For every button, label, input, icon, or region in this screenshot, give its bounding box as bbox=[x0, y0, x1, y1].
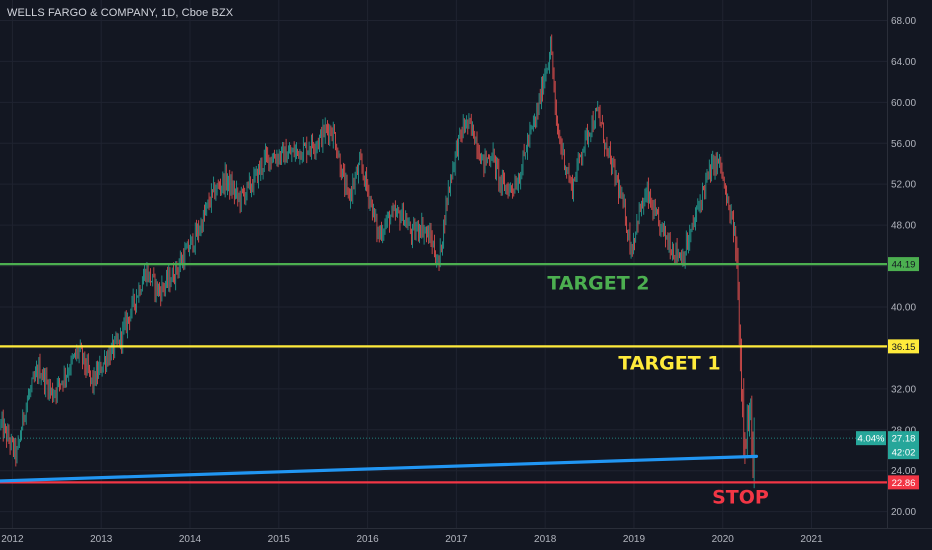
price-change-label: 4.04% bbox=[858, 434, 885, 445]
x-tick-label: 2017 bbox=[445, 534, 468, 545]
annotation-target-1: TARGET 1 bbox=[618, 352, 720, 374]
trend-line-group[interactable] bbox=[0, 454, 759, 483]
y-tick-label: 48.00 bbox=[891, 221, 916, 232]
level-badge-1 bbox=[888, 257, 919, 272]
price-axis-badges: 44.19 36.15 22.86 4.04% 27.18 42:02 bbox=[856, 257, 919, 490]
y-tick-label: 52.00 bbox=[891, 180, 916, 191]
y-tick-label: 20.00 bbox=[891, 507, 916, 518]
y-tick-label: 56.00 bbox=[891, 139, 916, 150]
price-change-badge bbox=[856, 431, 886, 446]
annotations: TARGET 2 TARGET 1 STOP bbox=[547, 273, 769, 509]
level-badge-2 bbox=[888, 339, 919, 354]
x-tick-label: 2013 bbox=[90, 534, 113, 545]
annotation-stop: STOP bbox=[712, 486, 769, 508]
y-tick-label: 68.00 bbox=[891, 16, 916, 27]
annotation-target-2: TARGET 2 bbox=[547, 273, 649, 295]
x-tick-label: 2014 bbox=[179, 534, 202, 545]
x-tick-label: 2020 bbox=[712, 534, 735, 545]
x-tick-label: 2012 bbox=[1, 534, 24, 545]
chart-title: WELLS FARGO & COMPANY, 1D, Cboe BZX bbox=[7, 7, 234, 19]
candle-series bbox=[0, 34, 755, 489]
y-tick-label: 24.00 bbox=[891, 466, 916, 477]
time-axis[interactable]: 2012 2013 2014 2015 2016 2017 2018 2019 2020 2021 bbox=[1, 534, 823, 545]
x-tick-label: 2015 bbox=[268, 534, 291, 545]
x-tick-label: 2019 bbox=[623, 534, 646, 545]
y-tick-label: 40.00 bbox=[891, 302, 916, 313]
level-badge-label-1: 44.19 bbox=[892, 260, 916, 271]
countdown-label: 42:02 bbox=[892, 448, 916, 459]
y-tick-label: 28.00 bbox=[891, 425, 916, 436]
trend-line[interactable] bbox=[0, 454, 759, 483]
level-badge-3 bbox=[888, 475, 919, 490]
x-tick-label: 2018 bbox=[534, 534, 557, 545]
y-tick-label: 32.00 bbox=[891, 384, 916, 395]
y-tick-label: 60.00 bbox=[891, 98, 916, 109]
x-tick-label: 2016 bbox=[356, 534, 379, 545]
last-price-label: 27.18 bbox=[892, 434, 916, 445]
x-tick-label: 2021 bbox=[800, 534, 823, 545]
level-badge-label-3: 22.86 bbox=[892, 478, 916, 489]
level-badge-label-2: 36.15 bbox=[892, 342, 916, 353]
last-price-badge bbox=[888, 431, 919, 460]
y-tick-label: 64.00 bbox=[891, 57, 916, 68]
horizontal-levels[interactable] bbox=[0, 263, 887, 484]
